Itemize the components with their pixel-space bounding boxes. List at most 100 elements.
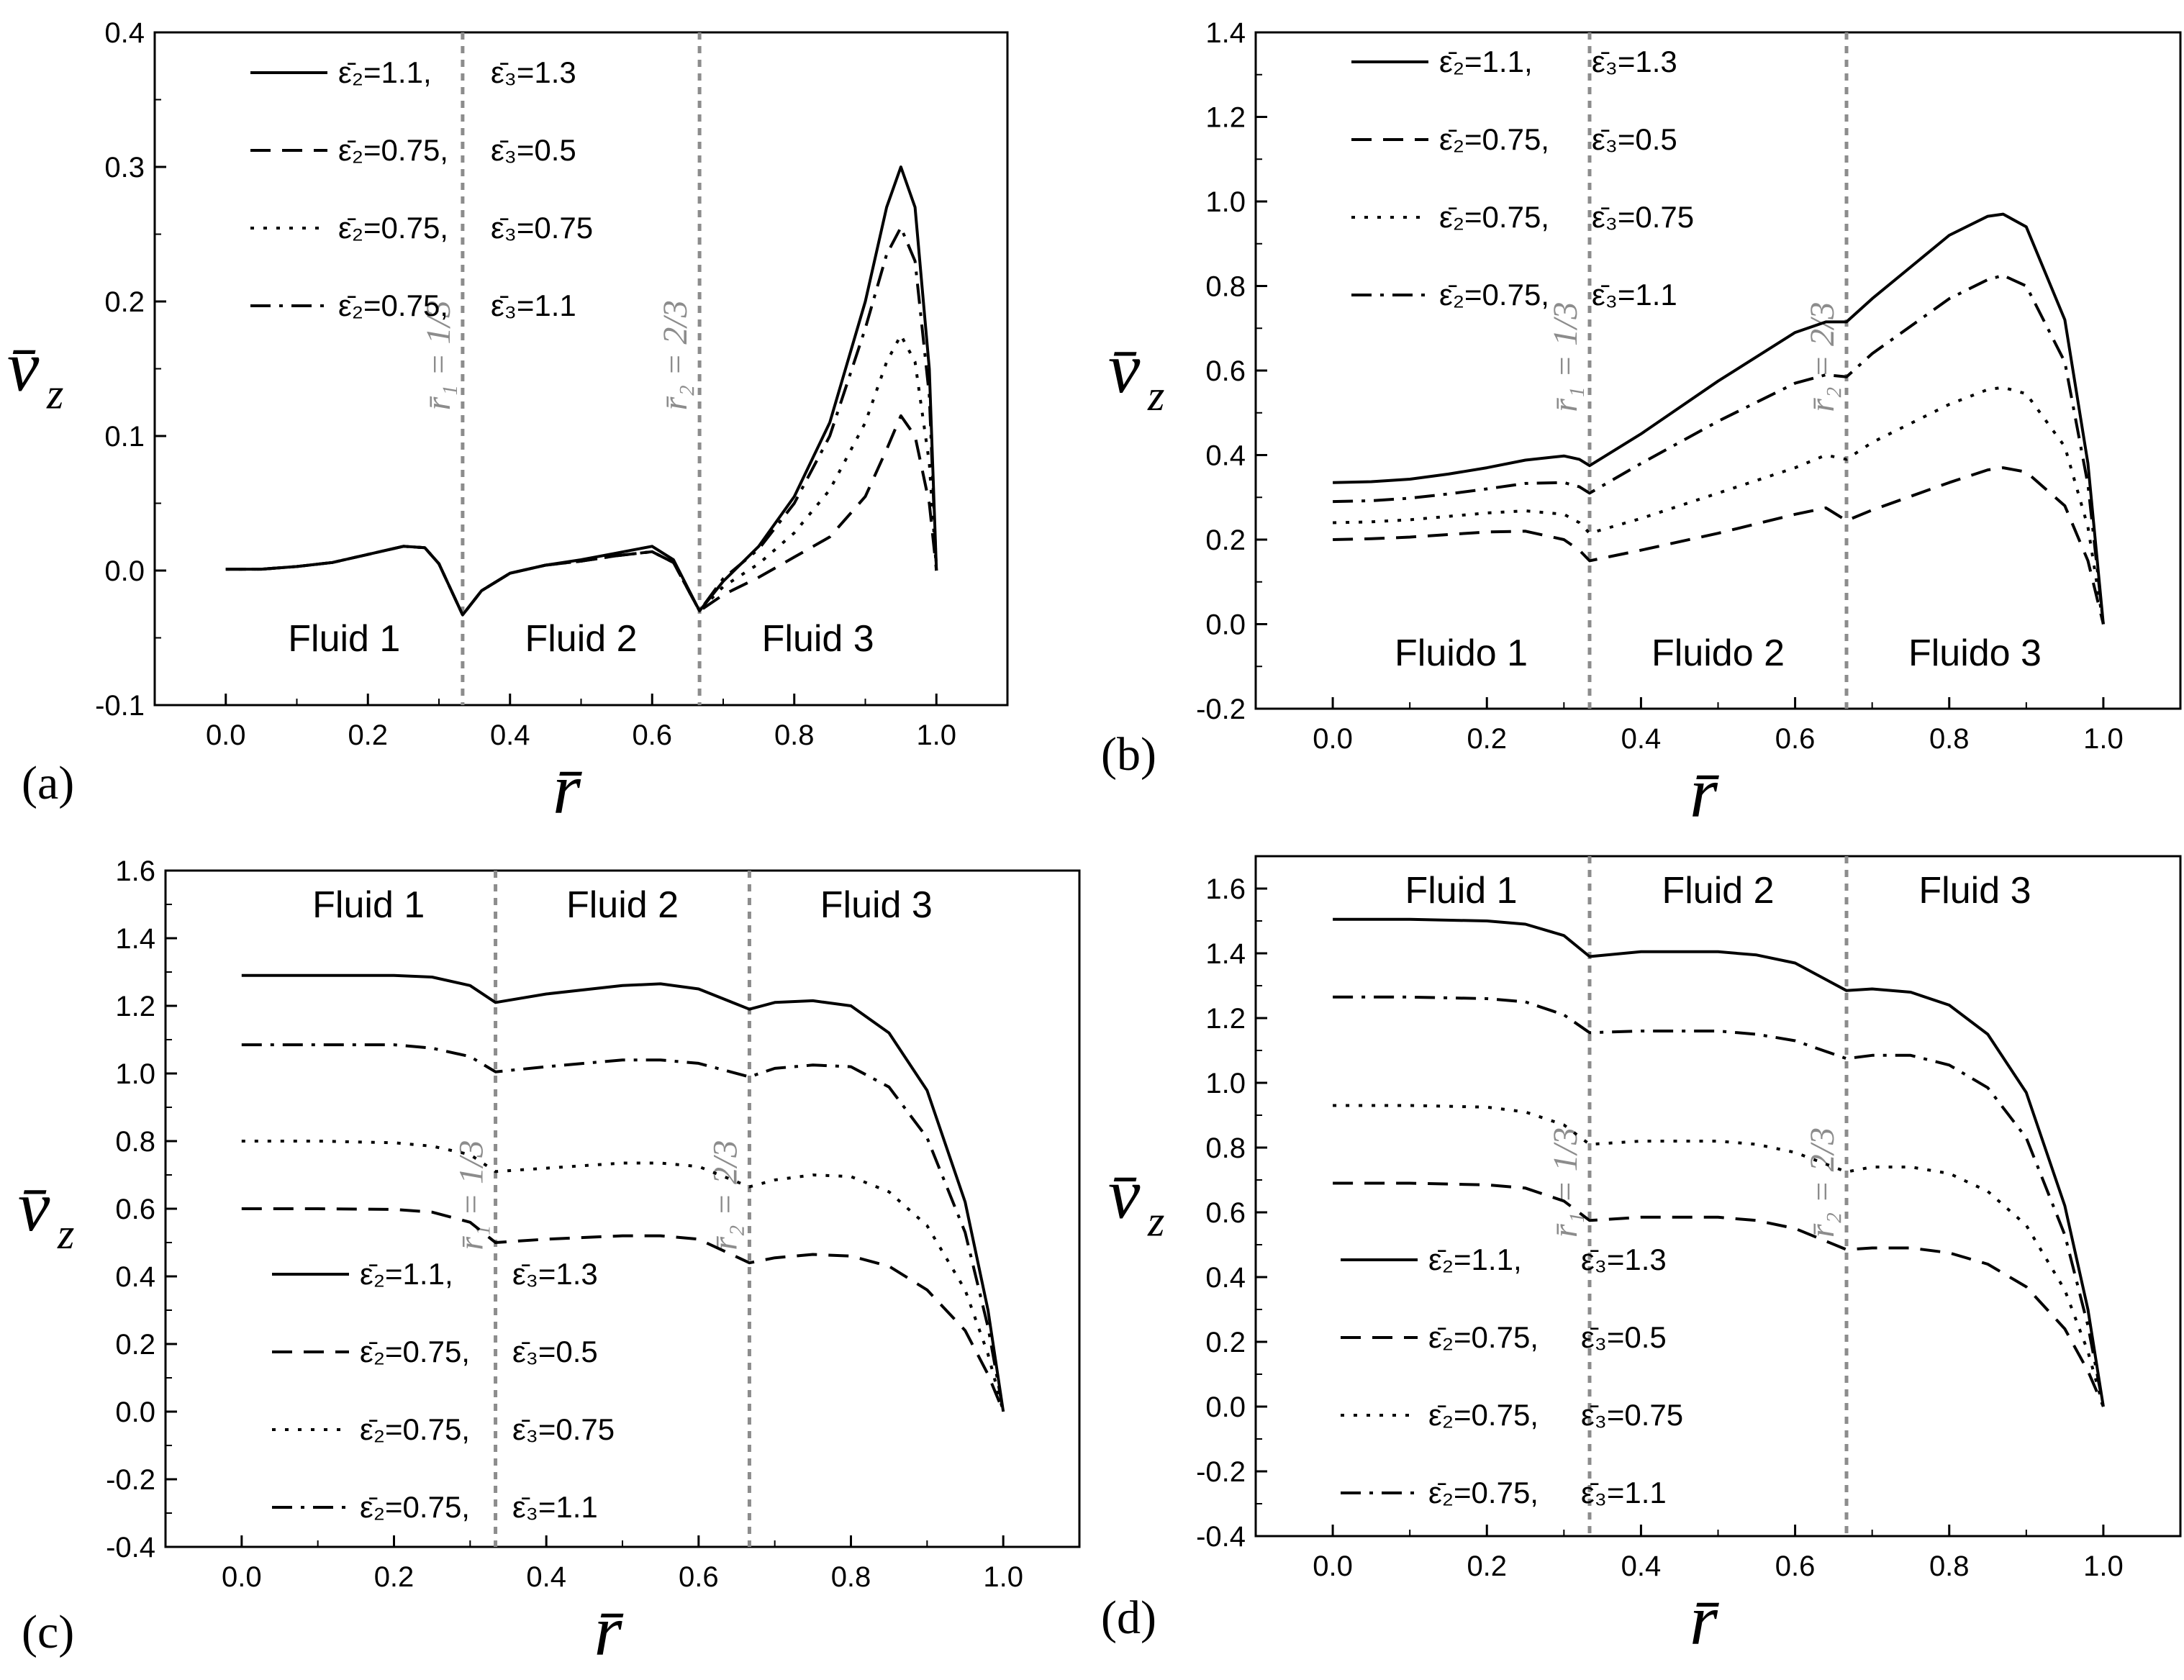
- y-tick-label: 0.2: [104, 286, 145, 318]
- legend-entry-eps3: ε̄₃=1.3: [491, 55, 576, 89]
- legend-entry-eps2: ε̄₂=0.75,: [338, 289, 448, 322]
- region-label: Fluid 3: [820, 884, 933, 926]
- y-tick-label: 0.8: [1205, 1132, 1246, 1164]
- series-line-3: [225, 333, 938, 617]
- legend-entry-eps3: ε̄₃=0.75: [1581, 1398, 1683, 1432]
- y-axis-label: v̄: [18, 1166, 50, 1246]
- legend-entry-eps2: ε̄₂=1.1,: [338, 55, 432, 89]
- legend-entry-eps3: ε̄₃=0.5: [1581, 1320, 1667, 1354]
- panel-label: (b): [1101, 728, 1156, 781]
- legend-entry-eps3: ε̄₃=1.1: [1581, 1476, 1667, 1509]
- plot-frame: [1254, 31, 2182, 710]
- legend-entry-eps2: ε̄₂=0.75,: [360, 1412, 470, 1446]
- y-tick-label: 0.8: [1205, 271, 1246, 303]
- x-tick-label: 0.2: [374, 1561, 414, 1593]
- x-axis-label: r̄: [594, 1591, 625, 1671]
- region-label: Fluido 3: [1908, 632, 2042, 674]
- region-label: Fluid 2: [1662, 870, 1774, 912]
- legend-entry-eps3: ε̄₃=0.5: [1592, 122, 1677, 156]
- series-line-1: [1333, 212, 2105, 625]
- legend-entry-eps3: ε̄₃=0.5: [491, 133, 576, 167]
- y-axis-label-subscript: z: [1147, 372, 1164, 419]
- panel-c: 0.0 0.2 0.4 0.6 0.8 1.0 -0.4 -0.2 0.0 0.2 0.4 0.6 0.…: [18, 855, 1081, 1671]
- x-tick-label: 0.2: [1467, 1550, 1507, 1582]
- legend-entry-eps2: ε̄₂=0.75,: [1439, 278, 1549, 312]
- legend-entry-eps3: ε̄₃=1.1: [1592, 278, 1677, 312]
- y-tick-label: -0.4: [106, 1532, 155, 1563]
- legend-entry-eps2: ε̄₂=0.75,: [1428, 1398, 1539, 1432]
- interface-label: r̄₂ = 2/3: [1803, 1127, 1841, 1238]
- y-tick-label: 1.6: [115, 855, 155, 887]
- interface-label: r̄₂ = 2/3: [656, 300, 694, 410]
- legend-entry-eps2: ε̄₂=0.75,: [1439, 200, 1549, 234]
- legend-entry-eps3: ε̄₃=1.1: [512, 1490, 598, 1524]
- legend-entry-eps2: ε̄₂=0.75,: [1428, 1320, 1539, 1354]
- series-line-4: [1333, 995, 2105, 1407]
- y-tick-label: -0.1: [95, 690, 145, 722]
- region-label: Fluid 2: [566, 884, 679, 926]
- x-tick-label: 0.2: [348, 719, 388, 751]
- y-tick-label: 0.4: [1205, 440, 1246, 472]
- y-tick-label: -0.2: [1196, 694, 1246, 725]
- y-tick-label: 0.4: [104, 17, 145, 49]
- y-tick-label: 1.2: [1205, 1003, 1246, 1035]
- y-tick-label: 1.0: [1205, 186, 1246, 218]
- legend-entry-eps3: ε̄₃=1.3: [1581, 1243, 1667, 1276]
- region-label: Fluid 1: [288, 618, 400, 660]
- y-tick-label: 1.4: [115, 923, 155, 955]
- interface-label: r̄₂ = 2/3: [1803, 302, 1841, 412]
- y-axis-label: v̄: [1108, 328, 1141, 408]
- series-line-2: [241, 1207, 1005, 1412]
- y-axis-label-subscript: z: [46, 371, 63, 418]
- plot-frame: [153, 31, 1009, 707]
- region-label: Fluido 2: [1651, 632, 1785, 674]
- interface-label: r̄₁ = 1/3: [1546, 302, 1585, 412]
- interface-label: r̄₁ = 1/3: [1546, 1127, 1585, 1238]
- interface-label: r̄₁ = 1/3: [453, 1140, 491, 1250]
- y-tick-label: 0.1: [104, 421, 145, 453]
- series-line-4: [1333, 273, 2105, 625]
- panel-label: (d): [1101, 1592, 1156, 1644]
- region-label: Fluid 2: [525, 618, 637, 660]
- x-axis-label: r̄: [1690, 1580, 1720, 1660]
- x-tick-label: 1.0: [2083, 723, 2124, 755]
- y-tick-label: 0.6: [1205, 355, 1246, 387]
- x-tick-label: 0.6: [679, 1561, 719, 1593]
- x-tick-label: 0.6: [632, 719, 672, 751]
- y-axis-label: v̄: [1108, 1154, 1141, 1234]
- legend-entry-eps2: ε̄₂=1.1,: [1428, 1243, 1522, 1276]
- y-tick-label: 1.2: [115, 991, 155, 1022]
- region-label: Fluido 1: [1395, 632, 1528, 674]
- panel-label: (a): [22, 757, 74, 809]
- y-axis-label-subscript: z: [1147, 1198, 1164, 1245]
- y-tick-label: 0.3: [104, 152, 145, 183]
- legend-entry-eps2: ε̄₂=0.75,: [338, 133, 448, 167]
- legend-entry-eps2: ε̄₂=0.75,: [1428, 1476, 1539, 1509]
- legend-entry-eps3: ε̄₃=1.1: [491, 289, 576, 322]
- series-line-3: [241, 1140, 1005, 1412]
- series-line-2: [1333, 466, 2105, 625]
- legend-entry-eps3: ε̄₃=1.3: [512, 1257, 598, 1291]
- series-line-3: [1333, 386, 2105, 625]
- y-tick-label: 0.6: [1205, 1197, 1246, 1229]
- x-tick-label: 0.2: [1467, 723, 1507, 755]
- y-tick-label: 0.8: [115, 1126, 155, 1158]
- y-tick-label: 0.0: [115, 1397, 155, 1428]
- panel-d: 0.0 0.2 0.4 0.6 0.8 1.0 -0.4 -0.2 0.0 0.2 0.4 0.6 0.…: [1101, 855, 2182, 1660]
- y-tick-label: 1.6: [1205, 873, 1246, 905]
- x-tick-label: 0.0: [222, 1561, 262, 1593]
- y-tick-label: 1.4: [1205, 17, 1246, 49]
- x-tick-label: 0.8: [1929, 723, 1970, 755]
- x-tick-label: 0.8: [774, 719, 815, 751]
- x-tick-label: 0.0: [206, 719, 246, 751]
- y-tick-label: -0.2: [106, 1464, 155, 1496]
- panel-a: 0.0 0.2 0.4 0.6 0.8 1.0 -0.1 0.0 0.1 0.2 0.3 0.4 r̄₁…: [7, 17, 1009, 829]
- y-axis-label: v̄: [7, 327, 40, 407]
- panel-b: 0.0 0.2 0.4 0.6 0.8 1.0 -0.2 0.0 0.2 0.4 0.6 0.8 1.0…: [1101, 17, 2182, 832]
- y-tick-label: 1.0: [115, 1058, 155, 1090]
- plot-frame: [1254, 855, 2182, 1538]
- y-tick-label: 1.2: [1205, 102, 1246, 134]
- interface-label: r̄₁ = 1/3: [420, 300, 458, 410]
- x-tick-label: 0.6: [1775, 723, 1816, 755]
- x-tick-label: 0.4: [1621, 723, 1662, 755]
